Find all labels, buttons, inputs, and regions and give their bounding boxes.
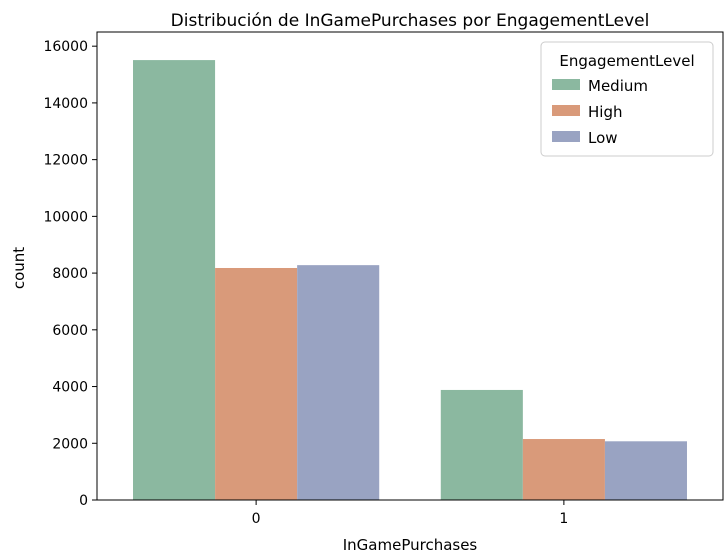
y-tick-label: 8000	[52, 266, 88, 282]
legend-label-low: Low	[588, 129, 618, 147]
legend-box	[540, 41, 714, 157]
bar-high-0	[215, 267, 298, 500]
bar-low-1	[604, 441, 687, 500]
legend: EngagementLevel Medium High Low	[540, 41, 714, 157]
legend-label-high: High	[588, 103, 622, 121]
legend-swatch-medium	[552, 79, 580, 90]
y-tick-label: 14000	[43, 96, 88, 112]
y-axis-ticks: 0 2000 4000 6000 8000 10000 12000 14000 16000	[43, 39, 97, 509]
y-tick-label: 4000	[52, 380, 88, 396]
legend-title: EngagementLevel	[559, 52, 694, 70]
chart-title: Distribución de InGamePurchases por Enga…	[171, 11, 650, 31]
bar-medium-1	[440, 389, 523, 500]
legend-swatch-low	[552, 131, 580, 142]
bars-group	[133, 60, 687, 500]
bar-low-0	[297, 265, 380, 500]
legend-items: Medium High Low	[552, 77, 648, 147]
legend-swatch-high	[552, 105, 580, 116]
x-tick-label: 0	[252, 511, 261, 527]
y-tick-label: 16000	[43, 39, 88, 55]
y-tick-label: 10000	[43, 209, 88, 225]
y-tick-label: 0	[79, 493, 88, 509]
legend-label-medium: Medium	[588, 77, 648, 95]
x-tick-label: 1	[559, 511, 568, 527]
y-tick-label: 6000	[52, 323, 88, 339]
bar-medium-0	[133, 60, 216, 500]
plot-frame	[96, 31, 724, 501]
y-axis-label: count	[10, 247, 28, 289]
x-axis-label: InGamePurchases	[343, 536, 478, 554]
y-tick-label: 2000	[52, 436, 88, 452]
bar-high-1	[522, 439, 605, 500]
y-tick-label: 12000	[43, 153, 88, 169]
